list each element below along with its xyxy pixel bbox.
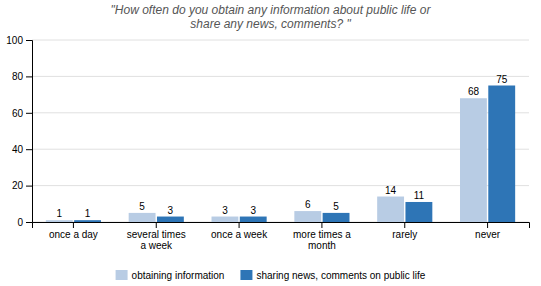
data-label: 3 [250, 205, 256, 216]
bar [129, 213, 156, 222]
tick-label: once a day [49, 229, 98, 240]
legend-swatch [116, 270, 128, 280]
tick-label: 0 [17, 217, 23, 228]
tick-mark [239, 222, 240, 228]
tick-label: 60 [12, 108, 24, 119]
x-axis: once a day several timesa week once a week… [33, 222, 530, 251]
series [74, 86, 515, 223]
tick-mark [73, 222, 74, 228]
tick-mark [321, 222, 322, 228]
tick: 80 [12, 71, 32, 82]
axis-line [26, 41, 33, 223]
tick-label: more times amonth [293, 229, 351, 251]
tick-label: never [475, 229, 501, 240]
legend-label: obtaining information [132, 270, 225, 281]
data-label: 3 [168, 205, 174, 216]
tick-label: 20 [12, 180, 24, 191]
tick: once a week [211, 222, 268, 240]
bars [46, 86, 515, 223]
tick-mark [26, 186, 32, 187]
bar [212, 217, 239, 222]
legend-label: sharing news, comments on public life [256, 270, 425, 281]
tick: several timesa week [127, 222, 186, 251]
tick: 60 [12, 108, 32, 119]
tick-label: once a week [211, 229, 268, 240]
grid-line [32, 185, 529, 186]
tick: more times amonth [293, 222, 351, 251]
tick-mark [487, 222, 488, 228]
data-label: 68 [468, 86, 480, 97]
tick-mark [26, 40, 32, 41]
data-label: 6 [305, 199, 311, 210]
legend-item: sharing news, comments on public life [240, 270, 425, 281]
axis-line [33, 223, 530, 229]
data-label: 14 [385, 185, 397, 196]
y-axis: 0 20 40 60 80 100 [6, 35, 32, 228]
data-label: 5 [139, 201, 145, 212]
chart: "How often do you obtain any information… [0, 0, 541, 286]
data-labels: 1 5 3 6 14 68 1 3 3 5 11 75 [56, 74, 507, 220]
bar [377, 197, 404, 222]
bar [488, 86, 515, 223]
tick: 100 [6, 35, 32, 46]
tick-mark [26, 149, 32, 150]
bar [240, 217, 267, 222]
data-label: 1 [85, 208, 91, 219]
tick: once a day [49, 222, 98, 240]
grid-line [32, 40, 529, 41]
data-label: 1 [56, 208, 62, 219]
plot: 1 5 3 6 14 68 1 3 3 5 11 75 0 20 40 60 80 100 once a day se… [6, 35, 529, 251]
tick-mark [404, 222, 405, 228]
bar [460, 98, 487, 222]
tick-mark [26, 76, 32, 77]
tick: 0 [17, 217, 32, 228]
tick-label: 100 [6, 35, 23, 46]
tick: 20 [12, 180, 32, 191]
legend-item: obtaining information [116, 270, 225, 281]
grid-line [32, 76, 529, 77]
tick: 40 [12, 144, 32, 155]
tick-mark [156, 222, 157, 228]
legend-swatch [240, 270, 252, 280]
tick-label: 80 [12, 71, 24, 82]
data-label: 11 [414, 190, 425, 201]
bar [405, 202, 432, 222]
bar [46, 220, 73, 222]
grid [32, 40, 529, 222]
grid-line [32, 149, 529, 150]
tick-label: several timesa week [127, 229, 186, 251]
bar [74, 220, 101, 222]
bar [294, 211, 321, 222]
tick: rarely [392, 222, 417, 240]
tick-label: rarely [392, 229, 417, 240]
data-label: 75 [496, 74, 508, 85]
title: "How often do you obtain any information… [111, 3, 432, 31]
data-label: 5 [333, 201, 339, 212]
legend: obtaining information sharing news, comme… [116, 270, 426, 281]
bar [157, 217, 184, 222]
grid-line [32, 112, 529, 113]
tick: never [475, 222, 501, 240]
bar [323, 213, 350, 222]
series [46, 98, 487, 222]
tick-mark [26, 222, 32, 223]
tick-mark [26, 113, 32, 114]
tick-label: 40 [12, 144, 24, 155]
data-label: 3 [222, 205, 228, 216]
